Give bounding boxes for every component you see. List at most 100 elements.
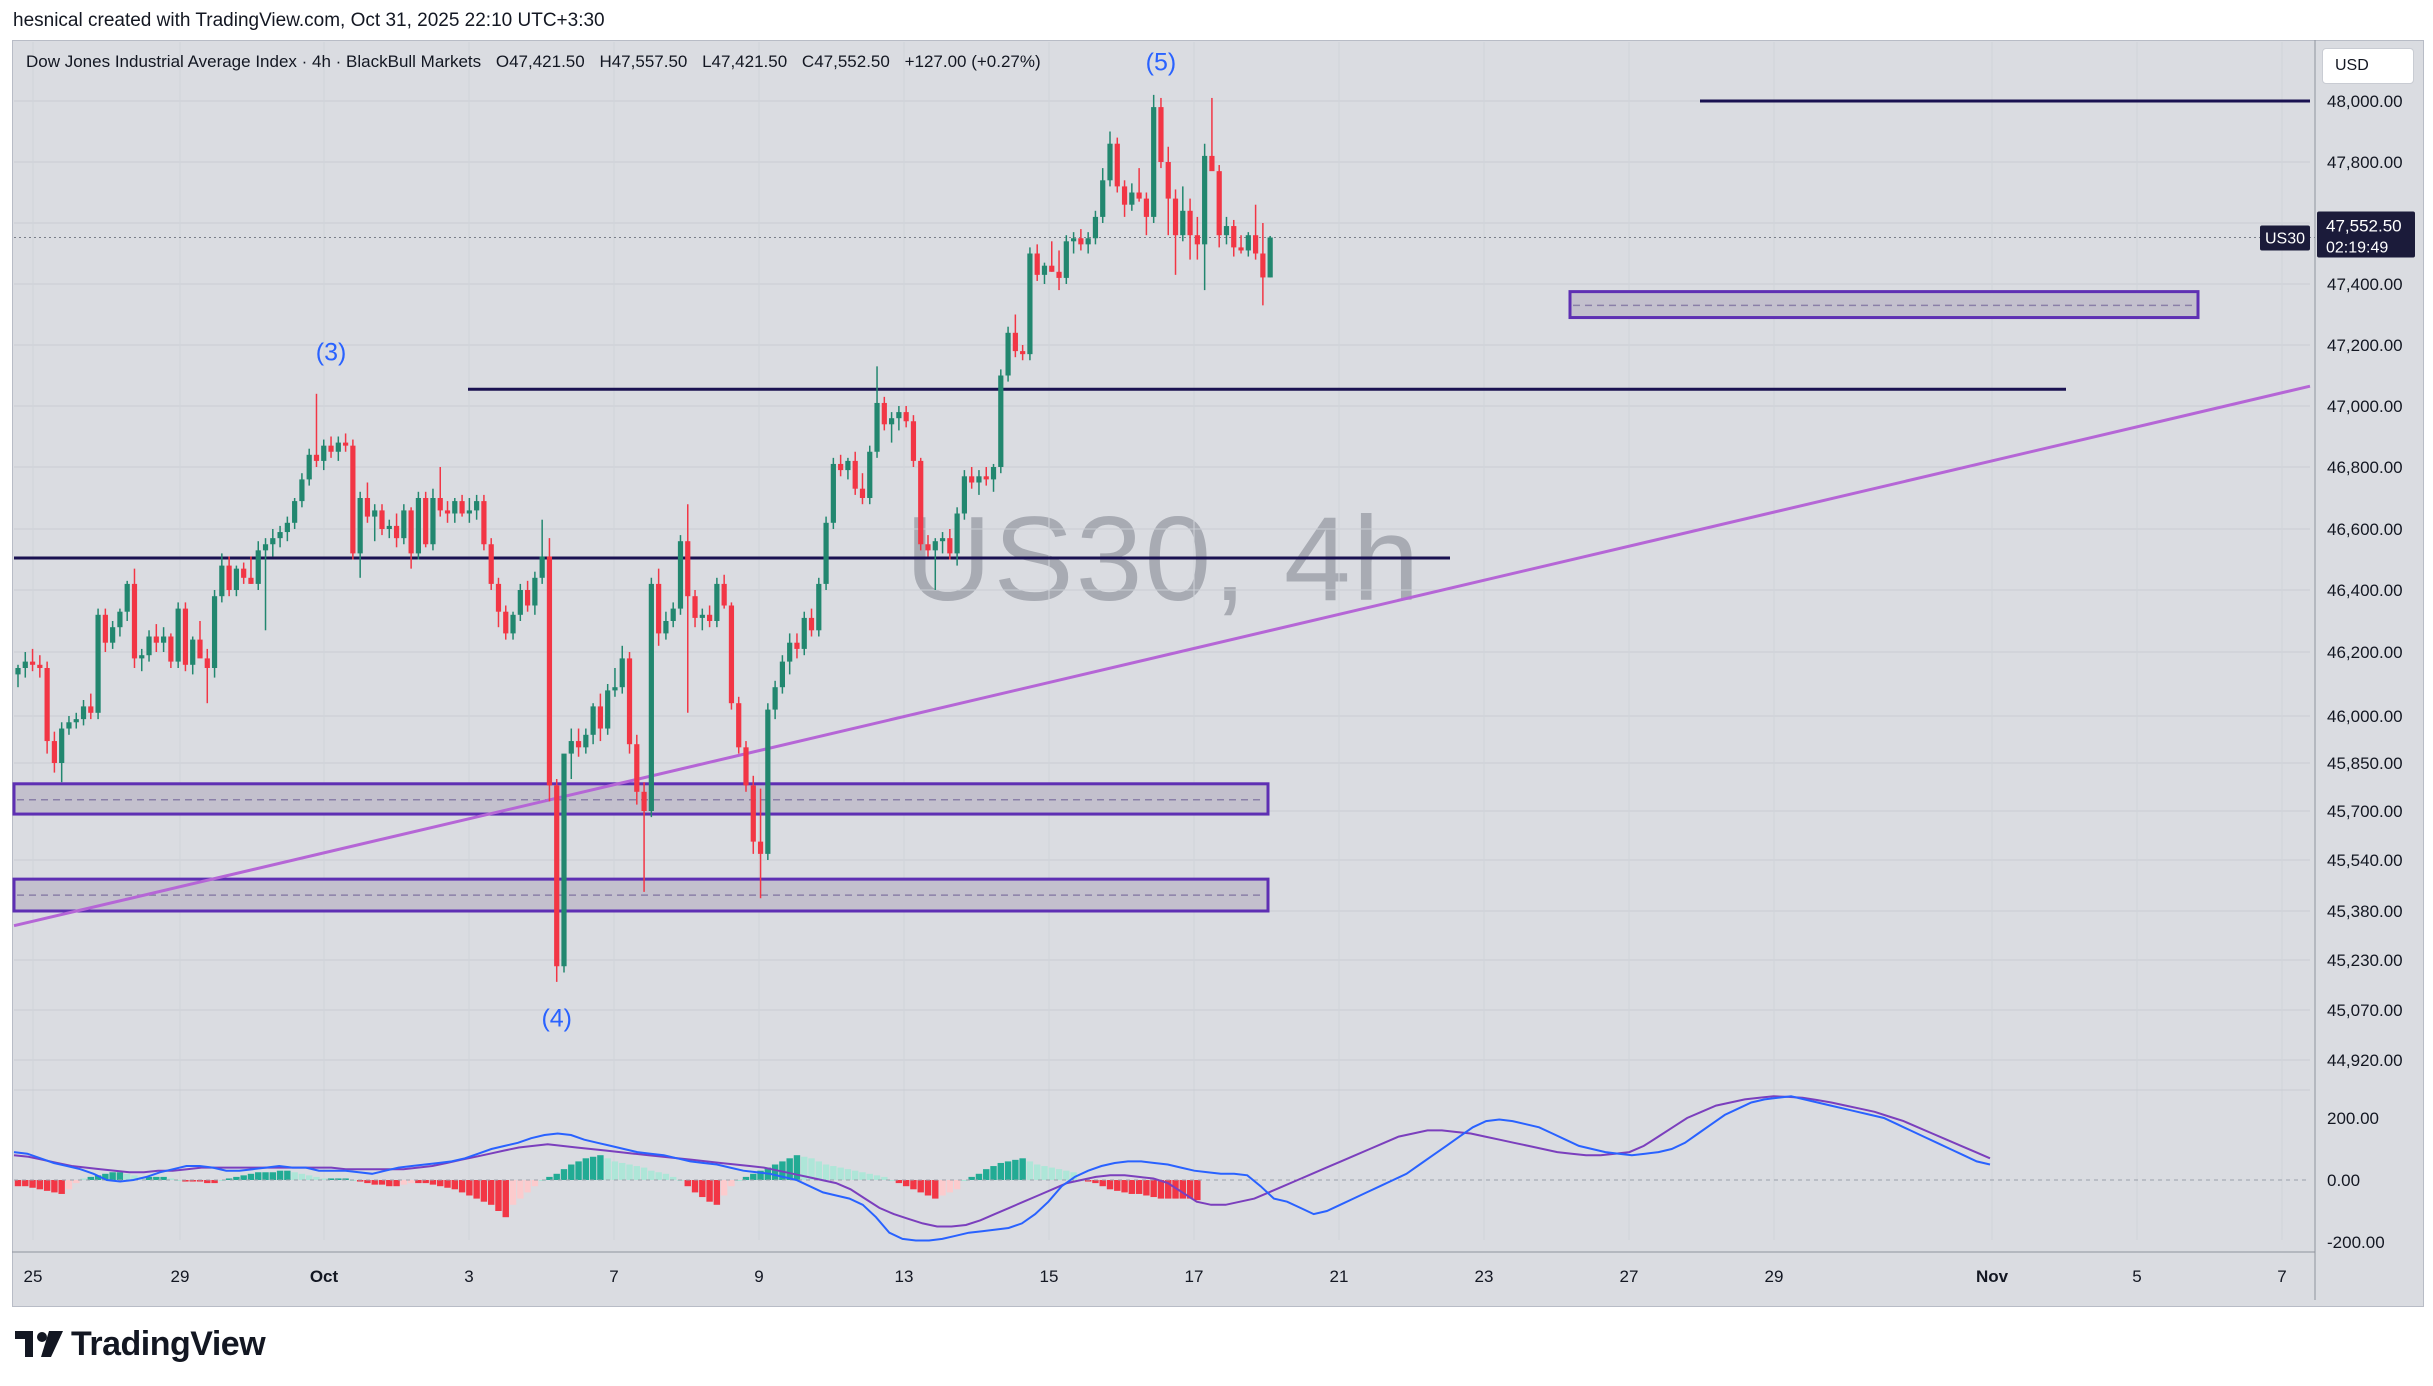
macd-histogram-bar xyxy=(517,1180,524,1199)
candle-body-bear xyxy=(743,747,749,786)
price-axis-tick: 47,400.00 xyxy=(2327,275,2403,294)
candle-body-bull xyxy=(22,661,28,668)
time-axis-tick: 9 xyxy=(754,1267,763,1286)
trendline[interactable] xyxy=(13,384,2311,928)
candle-body-bear xyxy=(408,510,414,554)
macd-histogram-bar xyxy=(1157,1180,1165,1199)
macd-histogram-bar xyxy=(65,1180,73,1190)
candle-body-bull xyxy=(1129,192,1135,205)
macd-histogram-bar xyxy=(1034,1164,1041,1180)
macd-histogram-bar xyxy=(546,1176,553,1180)
macd-histogram-bar xyxy=(233,1176,240,1180)
candle-body-bull xyxy=(117,611,123,628)
macd-histogram-bar xyxy=(990,1166,997,1180)
elliott-wave-label[interactable]: (4) xyxy=(541,1005,572,1033)
macd-histogram-bar xyxy=(640,1167,648,1180)
macd-histogram-bar xyxy=(458,1180,466,1193)
candle-body-bull xyxy=(539,556,545,578)
macd-histogram-bar xyxy=(1135,1180,1143,1194)
candle-body-bear xyxy=(750,785,756,842)
candle-body-bear xyxy=(728,605,735,704)
macd-histogram-bar xyxy=(51,1180,58,1193)
candle-body-bull xyxy=(845,460,851,471)
macd-histogram-bar xyxy=(1084,1180,1092,1182)
legend-high: H47,557.50 xyxy=(599,52,688,71)
candle-body-bull xyxy=(321,445,327,461)
macd-histogram-bar xyxy=(502,1180,509,1218)
macd-histogram-bar xyxy=(218,1180,226,1181)
macd-histogram-bar xyxy=(924,1180,932,1196)
candle-body-bear xyxy=(969,476,975,483)
support-zone[interactable] xyxy=(12,782,1270,816)
candle-body-bull xyxy=(605,690,611,729)
macd-histogram-bar xyxy=(1143,1180,1150,1196)
candle-body-bear xyxy=(1172,198,1179,236)
macd-axis-tick: -200.00 xyxy=(2327,1233,2385,1252)
macd-histogram-bar xyxy=(102,1173,109,1180)
candle-body-bear xyxy=(1078,238,1084,245)
candle-body-bear xyxy=(1056,271,1062,278)
macd-histogram-bar xyxy=(932,1180,939,1199)
candle-body-bull xyxy=(801,617,807,649)
candle-body-bear xyxy=(313,454,320,461)
macd-histogram-bar xyxy=(335,1178,342,1180)
candle-body-bear xyxy=(197,639,203,659)
candle-body-bull xyxy=(59,728,65,763)
macd-histogram-bar xyxy=(655,1172,662,1180)
tradingview-wordmark: TradingView xyxy=(71,1324,266,1363)
macd-histogram-bar xyxy=(553,1173,560,1180)
macd-histogram-bar xyxy=(648,1170,655,1180)
time-axis-tick: 25 xyxy=(24,1267,43,1286)
candle-body-bull xyxy=(1063,241,1069,278)
macd-histogram-bar xyxy=(94,1175,102,1180)
price-axis-tick: 45,380.00 xyxy=(2327,902,2403,921)
macd-histogram-bar xyxy=(444,1180,451,1188)
candle-body-bull xyxy=(874,402,880,452)
macd-histogram-bar xyxy=(1048,1167,1055,1180)
candle-body-bear xyxy=(1136,192,1142,199)
candle-body-bull xyxy=(896,412,902,419)
chart-credit: hesnical created with TradingView.com, O… xyxy=(13,10,605,31)
macd-histogram-bar xyxy=(291,1172,298,1180)
candle-body-bull xyxy=(830,463,836,523)
time-axis-tick: 23 xyxy=(1475,1267,1494,1286)
macd-histogram-bar xyxy=(742,1176,750,1180)
macd-histogram-bar xyxy=(437,1180,444,1187)
symbol-badge[interactable] xyxy=(2260,225,2310,251)
price-axis-tick: 48,000.00 xyxy=(2327,92,2403,111)
support-zone[interactable] xyxy=(1568,290,2200,320)
candle-body-bear xyxy=(423,498,429,545)
macd-histogram-bar xyxy=(488,1180,495,1205)
macd-histogram-bar xyxy=(859,1172,866,1180)
last-price-badge[interactable] xyxy=(2317,211,2415,258)
candle-body-bear xyxy=(364,498,371,517)
candle-body-bull xyxy=(1100,180,1106,217)
candle-body-bear xyxy=(481,501,487,545)
candle-body-bear xyxy=(168,636,174,662)
macd-histogram-bar xyxy=(43,1180,51,1191)
candle-body-bear xyxy=(925,544,931,551)
macd-histogram-bar xyxy=(1055,1169,1063,1180)
macd-histogram-bar xyxy=(757,1170,764,1180)
elliott-wave-label[interactable]: (3) xyxy=(316,338,347,366)
candle-body-bull xyxy=(583,734,589,748)
macd-histogram-bar xyxy=(633,1166,640,1180)
candle-body-bear xyxy=(459,501,465,514)
elliott-wave-label[interactable]: (5) xyxy=(1146,49,1177,77)
bar-countdown-text: 02:19:49 xyxy=(2326,239,2388,256)
candle-body-bear xyxy=(88,706,94,713)
candle-body-bull xyxy=(765,709,771,854)
candle-body-bear xyxy=(495,583,502,612)
tradingview-logo[interactable]: TradingView xyxy=(15,1322,266,1366)
candle-body-bull xyxy=(211,596,218,668)
candle-body-bull xyxy=(532,577,538,606)
macd-histogram-bar xyxy=(619,1162,626,1180)
macd-histogram-bar xyxy=(495,1180,502,1211)
chart-pane[interactable] xyxy=(12,40,2424,1307)
candle-body-bear xyxy=(808,617,815,631)
macd-histogram-bar xyxy=(22,1180,29,1187)
currency-selector[interactable]: USD xyxy=(2322,48,2414,84)
candle-body-bear xyxy=(852,460,858,489)
macd-histogram-bar xyxy=(662,1173,670,1180)
